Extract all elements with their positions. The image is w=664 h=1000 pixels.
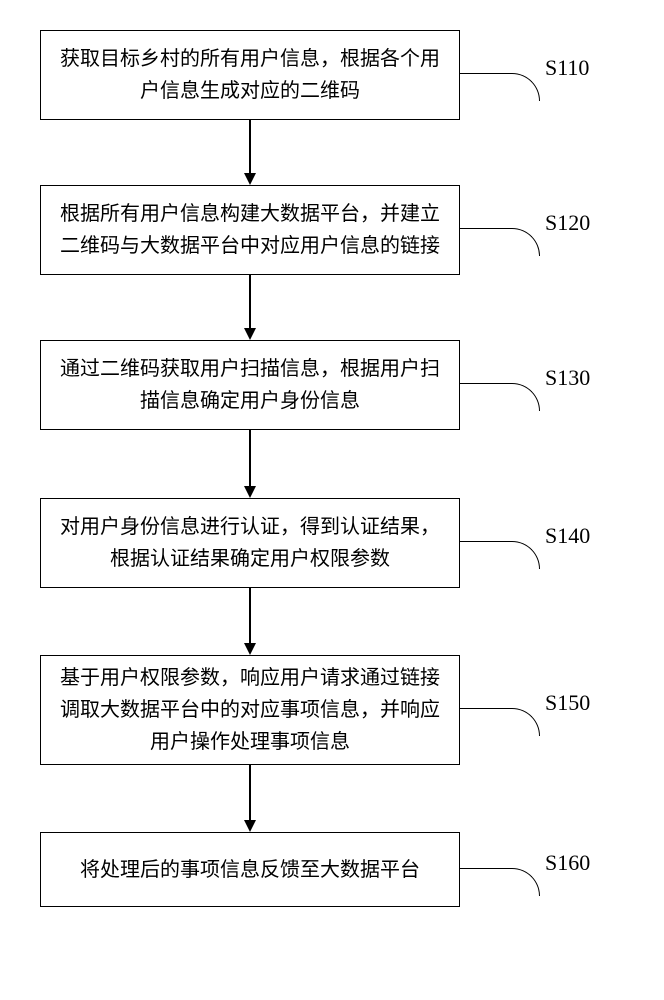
step-s110-text: 获取目标乡村的所有用户信息，根据各个用户信息生成对应的二维码 [53, 43, 447, 107]
connector-s160 [460, 868, 540, 896]
step-s130-label: S130 [545, 365, 590, 391]
connector-s130 [460, 383, 540, 411]
arrow-1-line [249, 120, 251, 173]
step-s130-text: 通过二维码获取用户扫描信息，根据用户扫描信息确定用户身份信息 [53, 353, 447, 417]
connector-s110 [460, 73, 540, 101]
connector-s140 [460, 541, 540, 569]
connector-s150 [460, 708, 540, 736]
step-s140-label: S140 [545, 523, 590, 549]
arrow-5-line [249, 765, 251, 820]
step-s110-box: 获取目标乡村的所有用户信息，根据各个用户信息生成对应的二维码 [40, 30, 460, 120]
step-s140-box: 对用户身份信息进行认证，得到认证结果，根据认证结果确定用户权限参数 [40, 498, 460, 588]
step-s130-box: 通过二维码获取用户扫描信息，根据用户扫描信息确定用户身份信息 [40, 340, 460, 430]
step-s140-text: 对用户身份信息进行认证，得到认证结果，根据认证结果确定用户权限参数 [53, 511, 447, 575]
arrow-3-line [249, 430, 251, 486]
connector-s120 [460, 228, 540, 256]
step-s150-label: S150 [545, 690, 590, 716]
step-s110-label: S110 [545, 55, 589, 81]
step-s150-text: 基于用户权限参数，响应用户请求通过链接调取大数据平台中的对应事项信息，并响应用户… [53, 662, 447, 758]
arrow-3-head [244, 486, 256, 498]
step-s120-label: S120 [545, 210, 590, 236]
arrow-1-head [244, 173, 256, 185]
arrow-5-head [244, 820, 256, 832]
step-s120-box: 根据所有用户信息构建大数据平台，并建立二维码与大数据平台中对应用户信息的链接 [40, 185, 460, 275]
flowchart-canvas: 获取目标乡村的所有用户信息，根据各个用户信息生成对应的二维码 S110 根据所有… [0, 0, 664, 1000]
arrow-4-line [249, 588, 251, 643]
step-s160-text: 将处理后的事项信息反馈至大数据平台 [80, 854, 420, 886]
step-s160-label: S160 [545, 850, 590, 876]
step-s120-text: 根据所有用户信息构建大数据平台，并建立二维码与大数据平台中对应用户信息的链接 [53, 198, 447, 262]
arrow-2-line [249, 275, 251, 328]
arrow-2-head [244, 328, 256, 340]
step-s160-box: 将处理后的事项信息反馈至大数据平台 [40, 832, 460, 907]
step-s150-box: 基于用户权限参数，响应用户请求通过链接调取大数据平台中的对应事项信息，并响应用户… [40, 655, 460, 765]
arrow-4-head [244, 643, 256, 655]
